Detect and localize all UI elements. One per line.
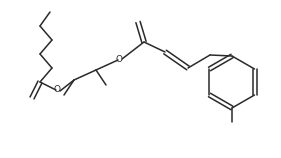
Text: O: O bbox=[53, 85, 60, 94]
Text: O: O bbox=[115, 55, 123, 64]
